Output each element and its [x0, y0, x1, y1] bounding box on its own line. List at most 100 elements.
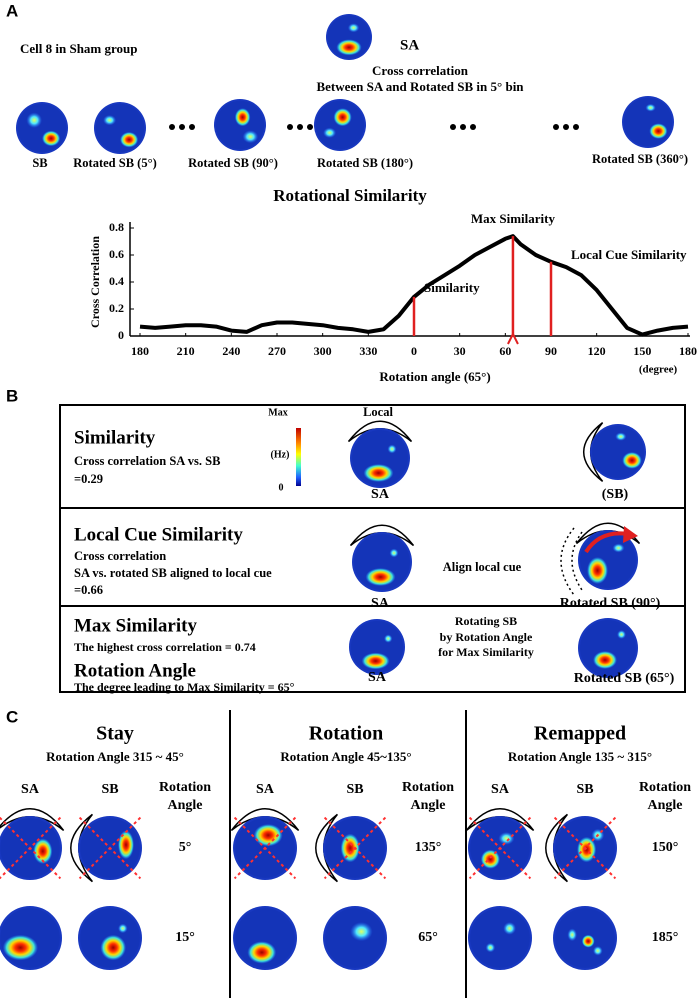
- label: =0.66: [74, 583, 103, 597]
- label: 65°: [418, 930, 438, 945]
- x-tick-label: 300: [314, 344, 332, 358]
- rate-map-spot: [42, 130, 61, 147]
- rate-map-spot: [247, 941, 277, 964]
- colorbar: [296, 428, 301, 486]
- label: 15°: [175, 930, 195, 945]
- label: Rotation: [639, 780, 691, 795]
- rate-map-spot: [340, 833, 360, 863]
- ellipsis-dot: [169, 124, 175, 130]
- label: by Rotation Angle: [440, 630, 533, 644]
- label: Rotated SB (180°): [317, 156, 413, 170]
- panel-label: B: [6, 386, 18, 405]
- label: Rotational Similarity: [273, 186, 427, 205]
- y-tick-label: 0.8: [109, 220, 124, 234]
- ellipsis-dot: [307, 124, 313, 130]
- rate-map-spot: [389, 548, 399, 558]
- arrow-head: [507, 331, 519, 345]
- rate-map-spot: [617, 630, 626, 639]
- label: (degree): [639, 364, 678, 376]
- label: SA: [21, 782, 40, 797]
- label: Rotated SB (65°): [574, 671, 675, 686]
- label: SB: [101, 782, 118, 797]
- label: SA vs. rotated SB aligned to local cue: [74, 566, 272, 580]
- rate-map-spot: [323, 127, 337, 138]
- prior-cue: [571, 531, 583, 591]
- rate-map-edge: [470, 908, 530, 968]
- label: Angle: [648, 798, 683, 813]
- rate-map-spot: [361, 652, 390, 670]
- label: Between SA and Rotated SB in 5° bin: [316, 79, 524, 94]
- label: Cell 8 in Sham group: [20, 41, 138, 56]
- axis-cross: [0, 816, 62, 880]
- rate-map-spot: [485, 942, 496, 953]
- label: Rotated SB (360°): [592, 152, 688, 166]
- rate-map-edge: [95, 103, 145, 153]
- rate-map-spot: [615, 432, 627, 441]
- x-tick-label: 210: [177, 344, 195, 358]
- label: Rotation Angle 45~135°: [280, 749, 411, 764]
- data-line: [139, 234, 689, 337]
- panel-label: C: [6, 707, 18, 726]
- rate-map-spot: [503, 922, 516, 935]
- box: [59, 605, 686, 693]
- rate-map-spot: [384, 634, 393, 643]
- label: SB: [32, 156, 47, 170]
- label: SB: [346, 782, 363, 797]
- y-axis-label: Cross Correlation: [88, 236, 102, 328]
- rate-map-spot: [587, 557, 608, 584]
- x-tick-label: 330: [359, 344, 377, 358]
- ellipsis-dot: [450, 124, 456, 130]
- rate-map-spot: [100, 934, 126, 961]
- axis-cross: [323, 816, 387, 880]
- x-tick-label: 240: [222, 344, 240, 358]
- rate-map-spot: [649, 123, 668, 139]
- rotation-arrow-head: [623, 526, 638, 543]
- rate-map-spot: [612, 543, 625, 553]
- label: Cross correlation: [372, 63, 469, 78]
- ellipsis-dot: [287, 124, 293, 130]
- x-tick-label: 150: [633, 344, 651, 358]
- x-tick-label: 180: [679, 344, 697, 358]
- label: Rotation Angle 315 ~ 45°: [46, 749, 184, 764]
- label: The highest cross correlation = 0.74: [74, 640, 256, 654]
- ellipsis-dot: [573, 124, 579, 130]
- label: SA: [371, 596, 390, 611]
- ellipsis-dot: [470, 124, 476, 130]
- rate-map-spot: [336, 39, 362, 56]
- axis-cross: [553, 816, 617, 880]
- rate-map-spot: [581, 934, 595, 948]
- label: SB: [576, 782, 593, 797]
- rate-map-spot: [26, 112, 42, 128]
- rate-map-edge: [17, 103, 67, 153]
- label: Stay: [96, 723, 134, 745]
- rate-map-spot: [387, 444, 397, 454]
- label: Max Similarity: [74, 615, 197, 636]
- label: SA: [368, 670, 387, 685]
- rotation-arrow: [584, 531, 629, 554]
- rate-map-spot: [480, 849, 500, 869]
- label: (SB): [602, 487, 629, 502]
- ellipsis-dot: [553, 124, 559, 130]
- label: 135°: [415, 840, 442, 855]
- y-tick-label: 0.2: [109, 301, 124, 315]
- axis-cross: [233, 816, 297, 880]
- axis-cross: [468, 816, 532, 880]
- x-tick-label: 60: [499, 344, 511, 358]
- rate-map-spot: [33, 838, 53, 864]
- label: Rotated SB (5°): [73, 156, 156, 170]
- label: Local Cue Similarity: [74, 524, 243, 545]
- rate-map-spot: [365, 568, 396, 586]
- rate-map-spot: [593, 651, 617, 669]
- y-tick-label: 0.4: [109, 274, 124, 288]
- y-tick-label: 0: [118, 328, 124, 342]
- label: 150°: [652, 840, 679, 855]
- ellipsis-dot: [179, 124, 185, 130]
- label: Cross correlation SA vs. SB: [74, 454, 220, 468]
- label: (Hz): [271, 449, 290, 460]
- rate-map-spot: [242, 130, 259, 144]
- label: Rotation: [159, 780, 211, 795]
- marker-label: Local Cue Similarity: [571, 247, 687, 262]
- rate-map-spot: [347, 23, 360, 33]
- label: Similarity: [74, 427, 156, 448]
